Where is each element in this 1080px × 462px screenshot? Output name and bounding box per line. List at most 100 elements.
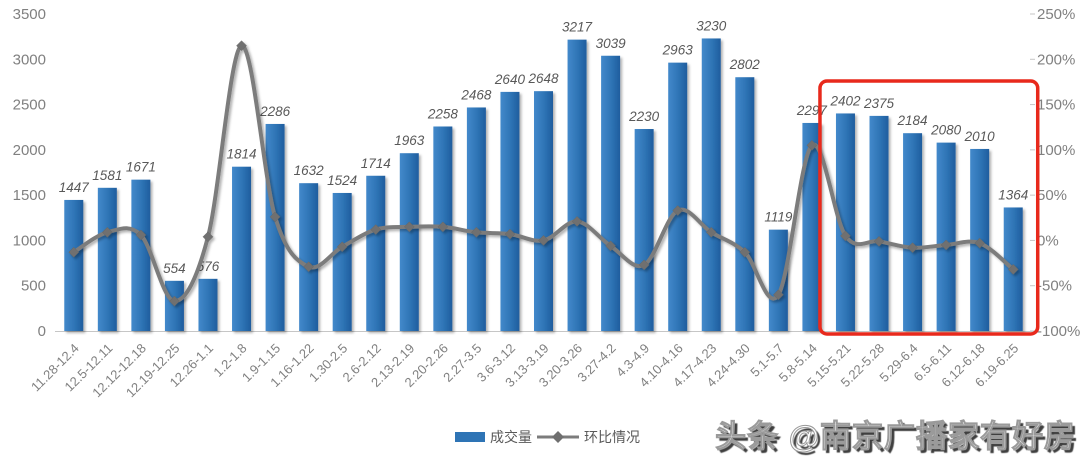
bar-series-swatch-icon bbox=[455, 432, 485, 442]
bar-value-label: 1447 bbox=[59, 180, 90, 195]
line-point-marker bbox=[974, 237, 986, 249]
left-axis-tick-label: 2000 bbox=[13, 142, 46, 159]
volume-bar bbox=[534, 91, 553, 331]
volume-bar bbox=[601, 55, 621, 332]
line-point-marker bbox=[806, 139, 818, 151]
line-point-marker bbox=[538, 235, 549, 246]
volume-bar bbox=[567, 39, 587, 331]
bar-value-label: 1364 bbox=[998, 187, 1028, 202]
right-axis-tick-label: -50% bbox=[1037, 278, 1072, 295]
bar-value-label: 1714 bbox=[361, 156, 391, 171]
bar-value-label: 2184 bbox=[897, 113, 928, 128]
right-axis-tick-label: -100% bbox=[1037, 323, 1080, 340]
line-point-marker bbox=[672, 205, 684, 216]
left-axis-tick-label: 500 bbox=[21, 278, 46, 295]
bar-value-label: 3039 bbox=[596, 36, 627, 51]
right-axis-tick-label: 250% bbox=[1037, 6, 1075, 23]
bar-value-label: 3217 bbox=[562, 20, 593, 35]
left-axis-tick-label: 3500 bbox=[13, 6, 46, 23]
volume-bar bbox=[97, 187, 117, 331]
right-axis-tick-label: 150% bbox=[1037, 97, 1075, 114]
line-diamond-swatch-icon bbox=[537, 431, 579, 443]
line-point-marker bbox=[739, 246, 751, 258]
bar-value-label: 1524 bbox=[327, 173, 357, 188]
bar-value-label: 2297 bbox=[796, 103, 828, 118]
volume-bar bbox=[903, 133, 923, 331]
line-point-marker bbox=[873, 235, 885, 247]
volume-bar bbox=[735, 77, 755, 331]
line-point-marker bbox=[68, 246, 80, 258]
volume-bar bbox=[869, 115, 889, 332]
volume-bar bbox=[835, 113, 855, 332]
volume-bar bbox=[332, 192, 352, 331]
toutiao-watermark: 头条 @南京广播家有好房 bbox=[715, 419, 1076, 455]
bar-value-label: 2375 bbox=[863, 96, 895, 111]
bar-value-label: 2230 bbox=[628, 109, 660, 124]
line-point-marker bbox=[907, 242, 918, 254]
bar-value-label: 2402 bbox=[829, 93, 861, 108]
right-axis-tick-label: 0% bbox=[1037, 232, 1059, 249]
volume-bar bbox=[634, 129, 654, 331]
bar-value-label: 1963 bbox=[394, 133, 425, 148]
bar-value-label: 2802 bbox=[729, 57, 761, 72]
left-axis-tick-label: 0 bbox=[38, 323, 46, 340]
line-point-marker bbox=[269, 211, 281, 223]
right-axis-tick-label: 100% bbox=[1037, 142, 1075, 159]
volume-bar bbox=[768, 229, 788, 331]
volume-bar bbox=[399, 153, 419, 331]
right-axis-tick-label: 50% bbox=[1037, 187, 1067, 204]
bar-value-label: 2963 bbox=[662, 43, 694, 58]
bar-value-label: 2010 bbox=[964, 129, 996, 144]
volume-bar bbox=[500, 91, 520, 332]
line-point-marker bbox=[236, 40, 247, 52]
line-point-marker bbox=[135, 229, 147, 241]
line-point-marker bbox=[336, 241, 348, 253]
volume-bar bbox=[668, 62, 688, 332]
volume-bar bbox=[265, 123, 285, 332]
line-point-marker bbox=[202, 231, 214, 243]
legend-volume-label: 成交量 bbox=[490, 429, 532, 445]
line-point-marker bbox=[1007, 264, 1019, 275]
bar-value-label: 2080 bbox=[930, 123, 962, 138]
right-axis-tick-label: 200% bbox=[1037, 51, 1075, 68]
chart-legend: 成交量 环比情况 bbox=[0, 427, 640, 447]
legend-item-volume: 成交量 bbox=[455, 427, 532, 447]
volume-bar bbox=[232, 166, 252, 331]
ratio-line-series bbox=[68, 40, 1019, 307]
line-point-marker bbox=[303, 261, 314, 273]
bar-value-label: 1632 bbox=[294, 163, 325, 178]
bar-value-label: 2468 bbox=[460, 87, 492, 102]
bar-value-label: 2258 bbox=[427, 106, 459, 121]
left-axis-tick-label: 1000 bbox=[13, 232, 46, 249]
legend-ratio-label: 环比情况 bbox=[584, 429, 640, 445]
line-point-marker bbox=[437, 221, 449, 233]
line-point-marker bbox=[940, 239, 952, 251]
volume-bar bbox=[701, 38, 721, 331]
volume-bar bbox=[64, 199, 84, 331]
line-point-marker bbox=[605, 240, 616, 252]
line-point-marker bbox=[101, 226, 113, 238]
line-point-marker bbox=[370, 224, 382, 235]
volume-bar bbox=[466, 107, 486, 331]
line-point-marker bbox=[403, 221, 415, 233]
volume-bar bbox=[131, 179, 151, 331]
bar-value-label: 2286 bbox=[259, 104, 291, 119]
volume-bar bbox=[936, 142, 956, 331]
bar-value-label: 554 bbox=[163, 261, 186, 276]
bar-value-label: 1119 bbox=[764, 210, 793, 225]
bar-value-label: 2640 bbox=[494, 72, 526, 87]
left-axis-tick-label: 1500 bbox=[13, 187, 46, 204]
bar-value-label: 1671 bbox=[126, 160, 156, 175]
left-axis-tick-label: 3000 bbox=[13, 51, 46, 68]
volume-bar bbox=[198, 278, 218, 331]
line-point-marker bbox=[705, 226, 717, 238]
line-point-marker bbox=[638, 259, 650, 271]
bar-value-label: 3230 bbox=[696, 18, 727, 33]
left-axis-tick-label: 2500 bbox=[13, 97, 46, 114]
bar-value-label: 576 bbox=[197, 259, 220, 274]
bar-value-label: 2648 bbox=[527, 71, 559, 86]
volume-bar bbox=[299, 183, 319, 331]
line-point-marker bbox=[571, 216, 583, 227]
